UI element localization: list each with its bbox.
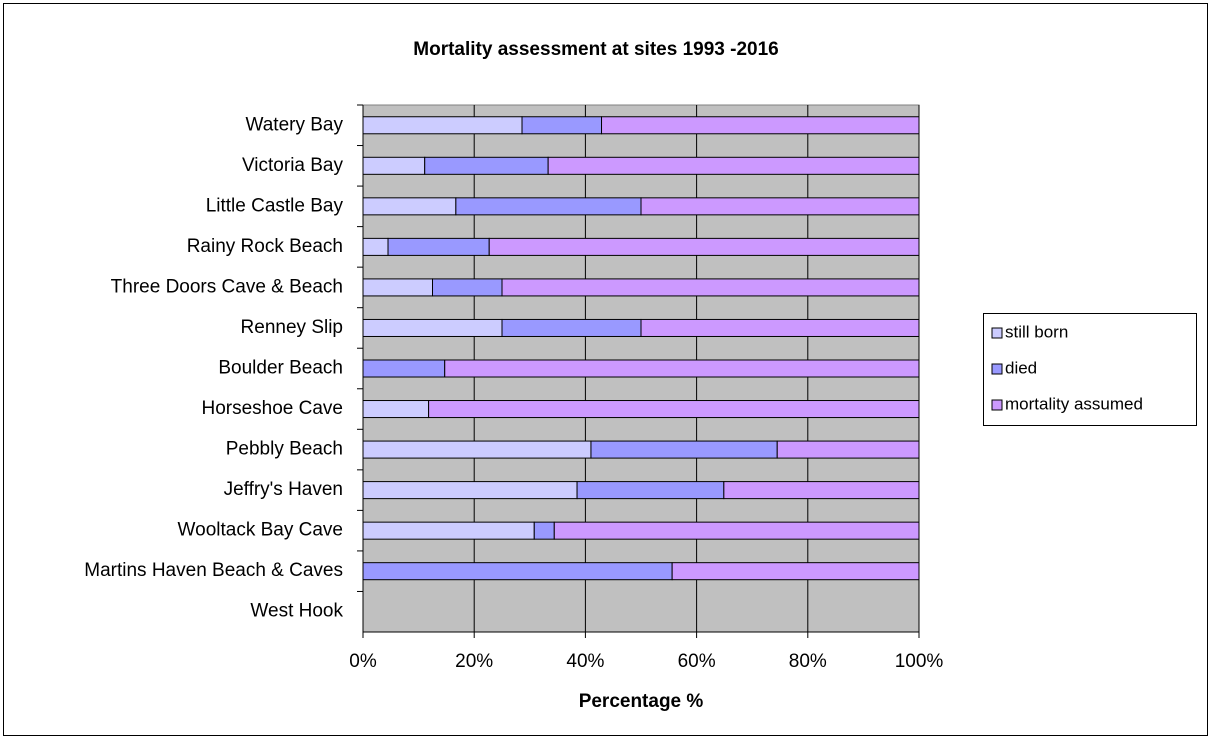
bar-segment xyxy=(362,156,426,175)
bar-segment xyxy=(521,116,603,135)
x-tick-label: 20% xyxy=(455,651,493,672)
y-tick-label: Wooltack Bay Cave xyxy=(178,520,343,541)
legend-label: mortality assumed xyxy=(1005,394,1143,413)
bar-segment xyxy=(424,156,549,175)
bar-segment xyxy=(362,197,457,216)
legend-box xyxy=(983,313,1197,426)
bar-segment xyxy=(576,481,725,500)
y-tick-label: Boulder Beach xyxy=(218,358,343,379)
y-tick-label: West Hook xyxy=(250,601,343,622)
x-tick-label: 100% xyxy=(895,651,944,672)
bar-segment xyxy=(501,318,642,337)
bar-segment xyxy=(444,359,920,378)
bar-segment xyxy=(553,521,920,540)
x-tick-label: 0% xyxy=(349,651,377,672)
bar-segment xyxy=(362,562,673,581)
bar-segment xyxy=(362,237,389,256)
y-tick-label: Little Castle Bay xyxy=(206,195,344,216)
bar-segment xyxy=(488,237,920,256)
bar-segment xyxy=(601,116,920,135)
legend-swatch xyxy=(991,327,1003,339)
bar-segment xyxy=(723,481,920,500)
y-tick-label: Jeffry's Haven xyxy=(224,479,343,500)
bar-segment xyxy=(362,359,446,378)
legend-swatch xyxy=(991,363,1003,375)
bar-segment xyxy=(362,278,433,297)
bar-segment xyxy=(671,562,920,581)
x-tick-label: 60% xyxy=(678,651,716,672)
y-tick-label: Martins Haven Beach & Caves xyxy=(84,560,343,581)
bar-segment xyxy=(640,318,920,337)
bar-segment xyxy=(362,116,523,135)
y-tick-label: Three Doors Cave & Beach xyxy=(111,276,343,297)
x-axis-title: Percentage % xyxy=(579,691,704,712)
bar-segment xyxy=(432,278,503,297)
y-tick-label: Pebbly Beach xyxy=(226,439,343,460)
bar-segment xyxy=(387,237,490,256)
bar-segment xyxy=(547,156,920,175)
bar-segment xyxy=(590,440,778,459)
bar-segment xyxy=(362,400,430,419)
x-tick-label: 40% xyxy=(566,651,604,672)
legend-label: still born xyxy=(1005,322,1068,341)
bar-segment xyxy=(455,197,642,216)
bar-segment xyxy=(362,440,592,459)
bar-segment xyxy=(362,318,503,337)
y-tick-label: Renney Slip xyxy=(241,317,343,338)
y-tick-label: Horseshoe Cave xyxy=(201,398,343,419)
bar-segment xyxy=(640,197,920,216)
bar-segment xyxy=(501,278,920,297)
chart-title: Mortality assessment at sites 1993 -2016 xyxy=(413,39,778,60)
legend-swatch xyxy=(991,399,1003,411)
bar-segment xyxy=(362,481,578,500)
bar-segment xyxy=(362,521,535,540)
x-tick-label: 80% xyxy=(789,651,827,672)
legend-label: died xyxy=(1005,358,1037,377)
bar-segment xyxy=(428,400,920,419)
bar-segment xyxy=(533,521,555,540)
bar-segment xyxy=(776,440,920,459)
y-tick-label: Rainy Rock Beach xyxy=(187,236,343,257)
y-tick-label: Watery Bay xyxy=(246,114,344,135)
y-tick-label: Victoria Bay xyxy=(242,155,344,176)
